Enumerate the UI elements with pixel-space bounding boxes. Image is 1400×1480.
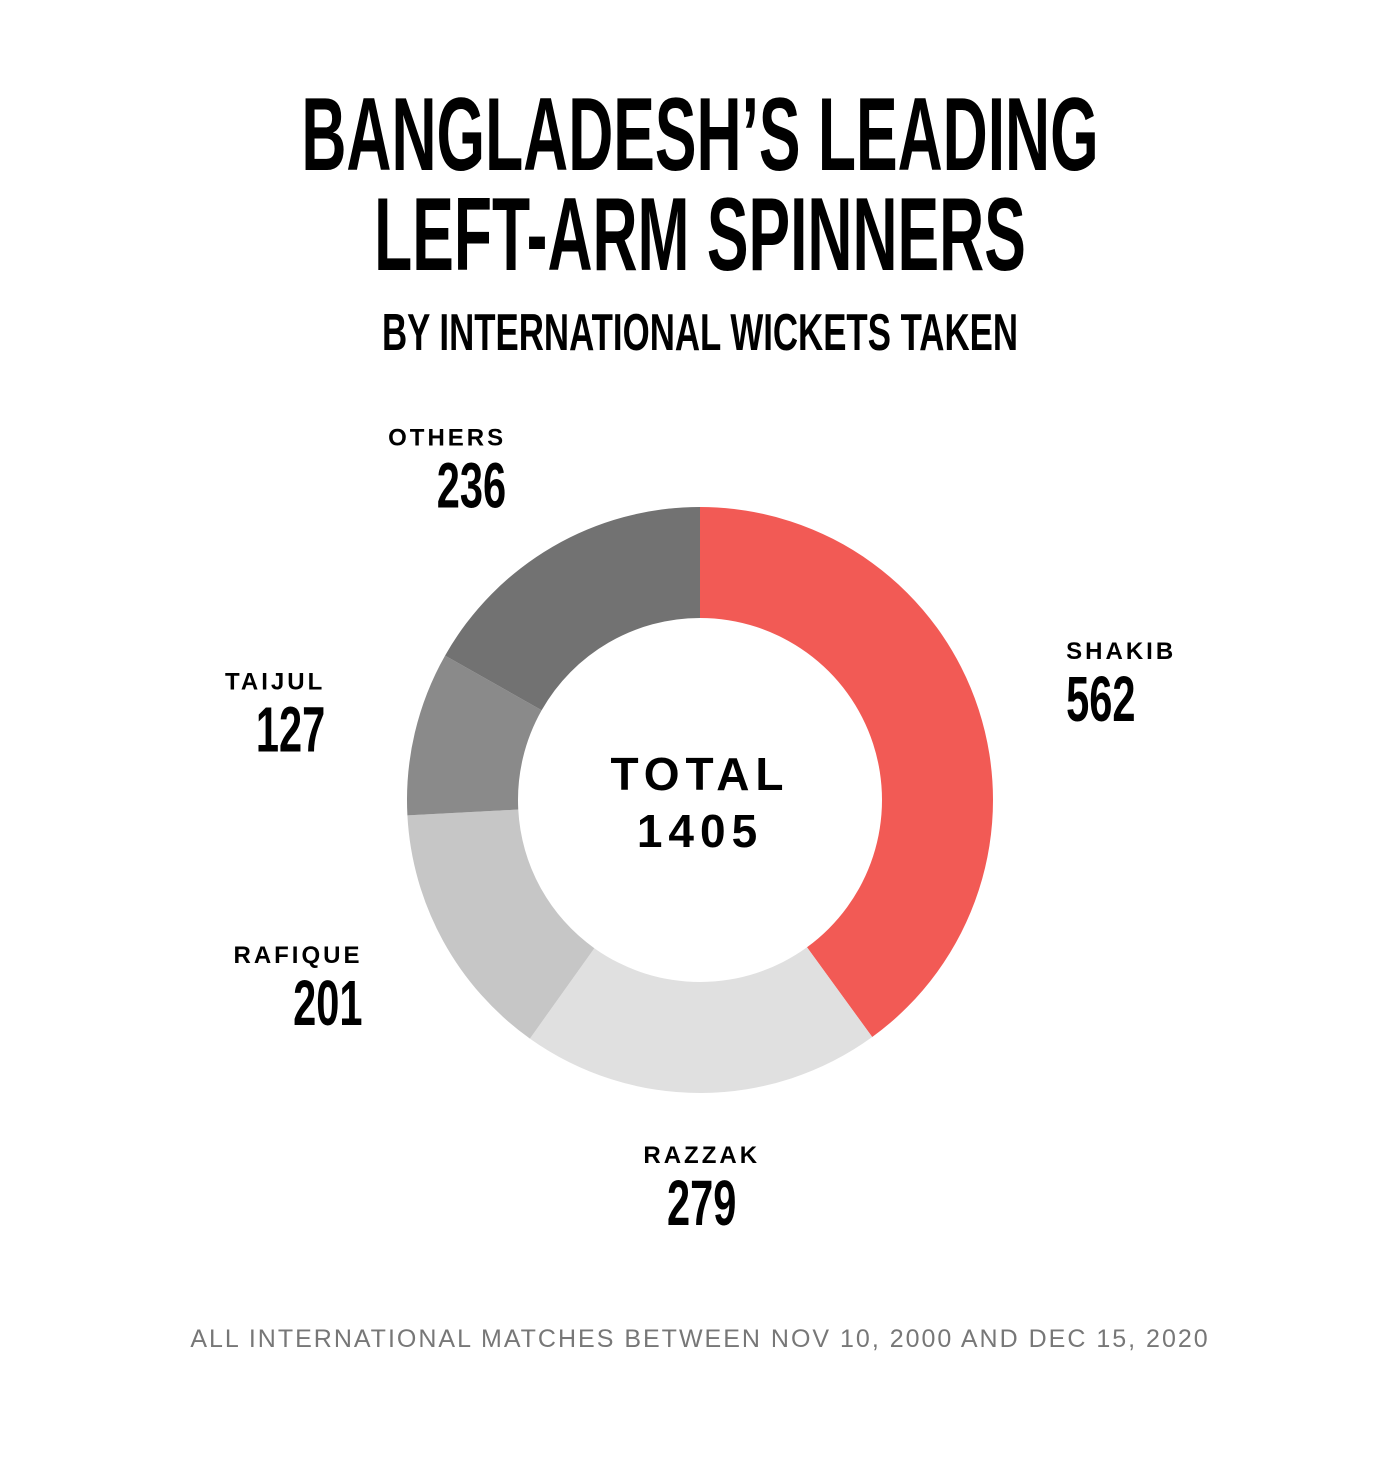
title-line: LEFT-ARM SPINNERS xyxy=(374,177,1026,293)
center-total: 1405 xyxy=(637,805,763,857)
footnote: ALL INTERNATIONAL MATCHES BETWEEN NOV 10… xyxy=(190,1325,1209,1353)
value-label-group: 236 xyxy=(437,450,506,521)
center-label: TOTAL xyxy=(610,748,789,800)
value-label: 279 xyxy=(667,1168,736,1239)
subtitle-group: BY INTERNATIONAL WICKETS TAKEN xyxy=(382,304,1018,362)
title-line: BANGLADESH’S LEADING xyxy=(301,77,1098,193)
slice xyxy=(700,507,993,1038)
slice-name: OTHERS xyxy=(388,424,506,451)
value-label: 127 xyxy=(256,695,325,766)
value-label: 201 xyxy=(293,968,362,1039)
slice xyxy=(407,809,595,1039)
slice-name: RAZZAK xyxy=(643,1142,760,1169)
slice xyxy=(529,947,873,1093)
value-label-group: 201 xyxy=(293,968,362,1039)
value-label-group: 127 xyxy=(256,695,325,766)
value-label: 236 xyxy=(437,450,506,521)
value-label-group: 279 xyxy=(667,1168,736,1239)
slice xyxy=(407,655,542,816)
slice-name: SHAKIB xyxy=(1066,638,1176,665)
value-label-group: 562 xyxy=(1066,664,1135,735)
slice-name: RAFIQUE xyxy=(233,942,362,969)
slice-name: TAIJUL xyxy=(225,669,325,696)
slice xyxy=(445,507,700,711)
donut xyxy=(407,507,993,1093)
subtitle: BY INTERNATIONAL WICKETS TAKEN xyxy=(382,304,1018,362)
value-label: 562 xyxy=(1066,664,1135,735)
title: BANGLADESH’S LEADING LEFT-ARM SPINNERS xyxy=(301,77,1098,293)
